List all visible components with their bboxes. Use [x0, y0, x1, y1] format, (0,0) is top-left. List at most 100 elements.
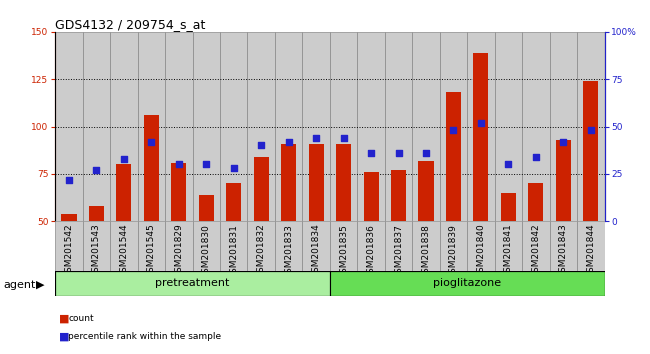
Point [586, 127, 596, 133]
Bar [111, 32, 138, 221]
Bar [116, 164, 131, 221]
FancyBboxPatch shape [83, 221, 110, 271]
Text: agent: agent [3, 280, 36, 290]
Text: GDS4132 / 209754_s_at: GDS4132 / 209754_s_at [55, 18, 205, 31]
Point [393, 150, 404, 156]
Point [256, 143, 266, 148]
Text: GSM201837: GSM201837 [394, 224, 403, 279]
Text: GSM201833: GSM201833 [284, 224, 293, 279]
FancyBboxPatch shape [550, 221, 577, 271]
Point [311, 135, 321, 141]
Point [448, 127, 459, 133]
Bar [556, 140, 571, 221]
FancyBboxPatch shape [138, 221, 165, 271]
Text: GSM201830: GSM201830 [202, 224, 211, 279]
Bar [473, 53, 488, 221]
Bar [577, 32, 605, 221]
Text: GSM201834: GSM201834 [311, 224, 320, 279]
Bar [138, 32, 165, 221]
FancyBboxPatch shape [55, 271, 330, 296]
Bar [412, 32, 439, 221]
Bar [550, 32, 577, 221]
FancyBboxPatch shape [275, 221, 302, 271]
FancyBboxPatch shape [330, 271, 604, 296]
Bar [522, 32, 550, 221]
FancyBboxPatch shape [111, 221, 138, 271]
Bar [309, 144, 324, 221]
Bar [446, 92, 461, 221]
Point [339, 135, 349, 141]
Text: GSM201545: GSM201545 [147, 224, 156, 279]
FancyBboxPatch shape [467, 221, 495, 271]
Bar [83, 32, 110, 221]
Bar [439, 32, 467, 221]
Text: GSM201840: GSM201840 [476, 224, 486, 279]
Bar [358, 32, 385, 221]
Point [91, 167, 101, 173]
Text: count: count [68, 314, 94, 323]
Bar [226, 183, 241, 221]
Text: GSM201841: GSM201841 [504, 224, 513, 279]
Point [283, 139, 294, 144]
FancyBboxPatch shape [577, 221, 605, 271]
Point [229, 165, 239, 171]
Text: GSM201839: GSM201839 [449, 224, 458, 279]
Text: GSM201542: GSM201542 [64, 224, 73, 278]
FancyBboxPatch shape [385, 221, 412, 271]
Point [503, 161, 514, 167]
Bar [528, 183, 543, 221]
Bar [501, 193, 516, 221]
Bar [165, 32, 192, 221]
FancyBboxPatch shape [220, 221, 248, 271]
Text: GSM201838: GSM201838 [421, 224, 430, 279]
Bar [495, 32, 522, 221]
Point [558, 139, 569, 144]
Bar [192, 32, 220, 221]
FancyBboxPatch shape [165, 221, 192, 271]
Text: percentile rank within the sample: percentile rank within the sample [68, 332, 222, 341]
Text: ■: ■ [58, 331, 69, 341]
Bar [275, 32, 302, 221]
Text: GSM201835: GSM201835 [339, 224, 348, 279]
Bar [467, 32, 495, 221]
Bar [220, 32, 248, 221]
FancyBboxPatch shape [248, 221, 275, 271]
Bar [336, 144, 351, 221]
FancyBboxPatch shape [302, 221, 330, 271]
FancyBboxPatch shape [522, 221, 550, 271]
Bar [62, 214, 77, 221]
Point [146, 139, 157, 144]
Text: GSM201543: GSM201543 [92, 224, 101, 279]
Text: GSM201544: GSM201544 [120, 224, 129, 278]
FancyBboxPatch shape [495, 221, 522, 271]
Bar [254, 157, 268, 221]
Text: GSM201831: GSM201831 [229, 224, 239, 279]
Text: GSM201832: GSM201832 [257, 224, 266, 279]
Text: GSM201843: GSM201843 [559, 224, 568, 279]
Text: ▶: ▶ [36, 280, 44, 290]
Point [174, 161, 184, 167]
Text: GSM201829: GSM201829 [174, 224, 183, 279]
Point [119, 156, 129, 161]
Bar [89, 206, 104, 221]
Bar [583, 81, 598, 221]
Text: pretreatment: pretreatment [155, 278, 229, 288]
Point [64, 177, 74, 182]
Point [476, 120, 486, 126]
Bar [172, 162, 187, 221]
Text: GSM201844: GSM201844 [586, 224, 595, 278]
FancyBboxPatch shape [192, 221, 220, 271]
FancyBboxPatch shape [55, 221, 83, 271]
Bar [385, 32, 412, 221]
Point [530, 154, 541, 160]
Text: GSM201836: GSM201836 [367, 224, 376, 279]
Point [201, 161, 211, 167]
Bar [302, 32, 330, 221]
FancyBboxPatch shape [358, 221, 385, 271]
Point [366, 150, 376, 156]
Text: pioglitazone: pioglitazone [433, 278, 501, 288]
FancyBboxPatch shape [330, 221, 358, 271]
Bar [55, 32, 83, 221]
Bar [419, 161, 434, 221]
Bar [391, 170, 406, 221]
